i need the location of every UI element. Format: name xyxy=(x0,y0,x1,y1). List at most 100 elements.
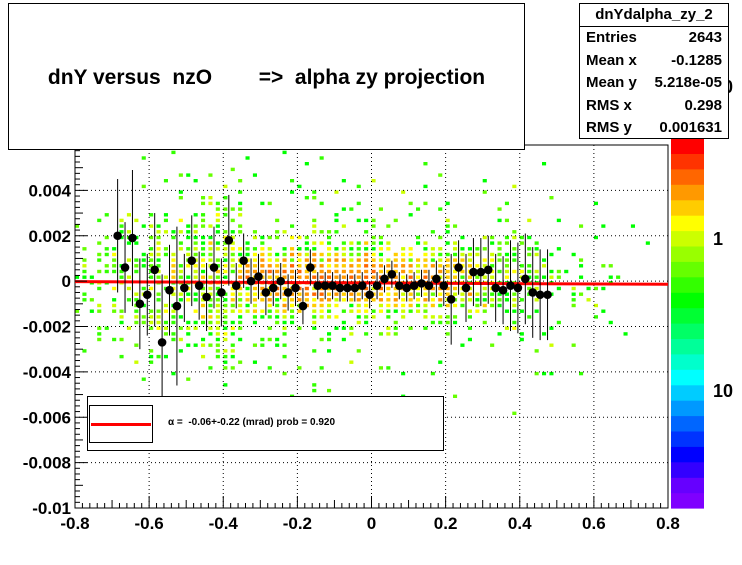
profile-point xyxy=(291,269,300,307)
heatmap-cell xyxy=(319,303,324,308)
heatmap-cell xyxy=(334,218,339,223)
heatmap-cell xyxy=(401,303,406,308)
heatmap-cell xyxy=(297,275,302,279)
heatmap-cell xyxy=(186,247,191,251)
palette-swatch xyxy=(671,461,704,478)
stats-row-mean-y: Mean y 5.218e-05 xyxy=(580,72,728,95)
heatmap-cell xyxy=(349,360,354,364)
heatmap-cell xyxy=(186,275,191,279)
heatmap-cell xyxy=(230,235,235,240)
heatmap-cell xyxy=(579,292,584,296)
heatmap-cell xyxy=(386,258,391,262)
heatmap-cell xyxy=(371,309,376,313)
heatmap-cell xyxy=(467,247,472,251)
heatmap-cell xyxy=(178,196,183,200)
heatmap-cell xyxy=(527,235,532,240)
heatmap-cell xyxy=(112,286,117,291)
heatmap-cell xyxy=(423,309,428,313)
heatmap-cell xyxy=(371,235,376,240)
heatmap-cell xyxy=(423,315,428,319)
heatmap-cell xyxy=(275,275,280,279)
heatmap-cell xyxy=(119,230,124,234)
heatmap-cell xyxy=(519,309,524,313)
heatmap-cell xyxy=(223,247,228,251)
heatmap-cell xyxy=(512,247,517,251)
stats-label: Mean y xyxy=(586,74,637,91)
fit-line-group xyxy=(74,280,669,286)
heatmap-cell xyxy=(386,366,391,370)
heatmap-cell xyxy=(238,286,243,291)
heatmap-cell xyxy=(149,326,154,330)
heatmap-cell xyxy=(504,235,509,240)
heatmap-cell xyxy=(193,326,198,330)
stats-row-rms-y: RMS y 0.001631 xyxy=(580,117,728,140)
palette-swatch xyxy=(671,338,704,355)
heatmap-cell xyxy=(223,241,228,245)
heatmap-cell xyxy=(445,241,450,245)
heatmap-cell xyxy=(393,332,398,336)
profile-point xyxy=(535,249,545,341)
heatmap-cell xyxy=(163,218,168,223)
heatmap-cell xyxy=(156,292,161,296)
heatmap-cell xyxy=(579,264,584,268)
heatmap-cell xyxy=(82,349,87,353)
heatmap-cell xyxy=(356,303,361,308)
heatmap-cell xyxy=(149,360,154,364)
heatmap-cell xyxy=(171,235,176,240)
heatmap-cell xyxy=(208,366,213,370)
heatmap-cell xyxy=(312,383,317,387)
heatmap-cell xyxy=(230,292,235,296)
heatmap-cell xyxy=(230,264,235,268)
heatmap-cell xyxy=(208,247,213,251)
palette-swatch xyxy=(671,446,704,463)
heatmap-cell xyxy=(341,224,346,228)
heatmap-cell xyxy=(356,201,361,206)
heatmap-cell xyxy=(149,247,154,251)
heatmap-cell xyxy=(275,258,280,262)
heatmap-cell xyxy=(364,286,369,291)
heatmap-cell xyxy=(438,247,443,251)
heatmap-cell xyxy=(97,337,102,342)
profile-point xyxy=(335,274,345,302)
heatmap-cell xyxy=(364,309,369,313)
heatmap-cell xyxy=(349,292,354,296)
heatmap-cell xyxy=(186,343,191,347)
heatmap-cell xyxy=(460,247,465,251)
profile-point xyxy=(306,249,315,286)
heatmap-cell xyxy=(112,309,117,313)
heatmap-cell xyxy=(349,332,354,336)
heatmap-cell xyxy=(364,218,369,223)
heatmap-cell xyxy=(519,264,524,268)
heatmap-cell xyxy=(579,275,584,279)
heatmap-cell xyxy=(512,326,517,330)
heatmap-cell xyxy=(238,264,243,268)
heatmap-cell xyxy=(252,230,257,234)
heatmap-cell xyxy=(97,252,102,257)
heatmap-cell xyxy=(312,258,317,262)
heatmap-cell xyxy=(378,286,383,291)
heatmap-cell xyxy=(304,241,309,245)
profile-point xyxy=(298,287,308,325)
heatmap-cell xyxy=(297,235,302,240)
heatmap-cell xyxy=(371,218,376,223)
heatmap-cell xyxy=(490,264,495,268)
profile-point xyxy=(350,274,360,302)
heatmap-cell xyxy=(519,298,524,302)
profile-point xyxy=(417,269,426,298)
x-tick-label: -0.4 xyxy=(209,514,239,533)
plot-title: dnY versus nzO => alpha zy projection xyxy=(47,66,486,89)
heatmap-cell xyxy=(438,258,443,262)
heatmap-cell xyxy=(215,247,220,251)
heatmap-cell xyxy=(141,224,146,228)
heatmap-cell xyxy=(534,275,539,279)
heatmap-cell xyxy=(201,218,206,223)
heatmap-cell xyxy=(453,224,458,228)
heatmap-cell xyxy=(408,275,413,279)
heatmap-cell xyxy=(252,269,257,274)
heatmap-cell xyxy=(512,269,517,274)
heatmap-cell xyxy=(238,213,243,217)
heatmap-cell xyxy=(141,252,146,257)
stats-value: 0.001631 xyxy=(659,119,722,136)
heatmap-cell xyxy=(97,326,102,330)
heatmap-cell xyxy=(304,286,309,291)
